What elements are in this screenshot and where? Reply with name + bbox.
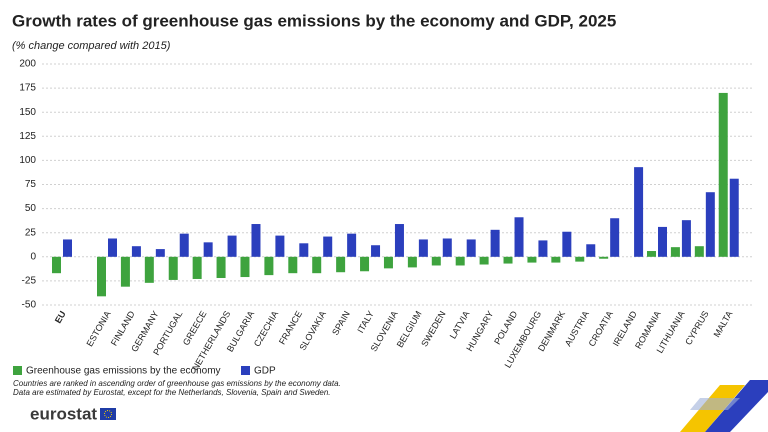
stripe bbox=[705, 380, 768, 432]
legend-swatch bbox=[13, 366, 22, 375]
bar bbox=[610, 218, 620, 257]
bar bbox=[299, 243, 309, 257]
footnote: Data are estimated by Eurostat, except f… bbox=[13, 388, 331, 397]
x-tick-label: SWEDEN bbox=[419, 309, 447, 348]
y-tick-label: -50 bbox=[22, 300, 37, 311]
legend-label: GDP bbox=[254, 366, 276, 377]
bar bbox=[514, 217, 524, 257]
bar bbox=[131, 246, 141, 257]
bar bbox=[251, 224, 261, 257]
bar bbox=[670, 247, 680, 257]
x-tick-label: SPAIN bbox=[330, 309, 352, 337]
bar bbox=[599, 256, 609, 259]
footnote: Countries are ranked in ascending order … bbox=[13, 379, 341, 388]
bar bbox=[718, 92, 728, 257]
bar bbox=[586, 244, 596, 257]
bar bbox=[264, 256, 274, 276]
bar bbox=[97, 256, 106, 297]
bar bbox=[466, 239, 476, 257]
bar bbox=[431, 256, 441, 266]
bar bbox=[192, 256, 202, 279]
bar bbox=[394, 224, 404, 257]
bar bbox=[634, 167, 644, 257]
bar bbox=[694, 246, 704, 257]
chart-subtitle: (% change compared with 2015) bbox=[12, 40, 171, 52]
bar bbox=[647, 251, 656, 257]
x-tick-label: FRANCE bbox=[277, 309, 304, 346]
x-tick-label: EU bbox=[53, 309, 68, 325]
bar bbox=[383, 256, 393, 269]
y-tick-label: 0 bbox=[30, 251, 36, 262]
eu-flag bbox=[100, 408, 116, 420]
legend-label: Greenhouse gas emissions by the economy bbox=[26, 366, 221, 377]
chart-title: Growth rates of greenhouse gas emissions… bbox=[12, 11, 616, 30]
bar bbox=[575, 256, 585, 262]
bar bbox=[527, 256, 537, 263]
bar bbox=[360, 256, 370, 272]
bar bbox=[562, 231, 572, 257]
legend-swatch bbox=[241, 366, 250, 375]
y-tick-label: 125 bbox=[19, 131, 36, 142]
bar bbox=[216, 256, 226, 279]
y-tick-label: 175 bbox=[19, 83, 36, 94]
x-tick-label: LATVIA bbox=[448, 309, 472, 340]
bar bbox=[203, 242, 213, 257]
y-tick-label: 200 bbox=[19, 59, 36, 70]
y-tick-label: -25 bbox=[22, 276, 37, 287]
x-tick-label: CZECHIA bbox=[252, 309, 280, 348]
bar bbox=[144, 256, 154, 283]
bar bbox=[371, 245, 381, 257]
bar bbox=[312, 256, 322, 274]
bar bbox=[658, 226, 667, 257]
flag-stars bbox=[104, 410, 112, 418]
x-tick-label: CYPRUS bbox=[683, 309, 710, 346]
bar bbox=[155, 249, 165, 257]
bar bbox=[52, 256, 61, 274]
bar bbox=[407, 256, 417, 268]
y-tick-label: 50 bbox=[25, 203, 37, 214]
bar bbox=[455, 256, 465, 266]
bar bbox=[108, 238, 117, 257]
bar bbox=[442, 238, 452, 257]
bar bbox=[275, 235, 285, 257]
bar bbox=[705, 192, 715, 257]
bar bbox=[120, 256, 130, 287]
decoration bbox=[680, 380, 768, 432]
bar bbox=[538, 240, 548, 257]
flag bbox=[100, 408, 116, 420]
y-tick-label: 150 bbox=[19, 107, 36, 118]
y-tick-label: 75 bbox=[25, 179, 37, 190]
bar bbox=[240, 256, 250, 278]
bar bbox=[418, 239, 428, 257]
bar bbox=[729, 178, 739, 257]
bar bbox=[681, 220, 691, 257]
y-tick-label: 25 bbox=[25, 227, 37, 238]
bar bbox=[168, 256, 178, 280]
y-tick-label: 100 bbox=[19, 155, 36, 166]
bar bbox=[336, 256, 346, 273]
x-tick-label: MALTA bbox=[712, 309, 735, 339]
bar bbox=[227, 235, 237, 257]
bar bbox=[288, 256, 298, 274]
bar bbox=[63, 239, 72, 257]
bar bbox=[347, 233, 357, 257]
bar bbox=[179, 233, 189, 257]
logo-text: eurostat bbox=[30, 404, 97, 423]
bar bbox=[503, 256, 513, 264]
bar bbox=[551, 256, 561, 263]
bar bbox=[323, 236, 333, 257]
bar bbox=[490, 229, 500, 257]
bar bbox=[479, 256, 489, 265]
stripe bbox=[690, 398, 740, 410]
x-tick-label: ITALY bbox=[355, 309, 376, 335]
